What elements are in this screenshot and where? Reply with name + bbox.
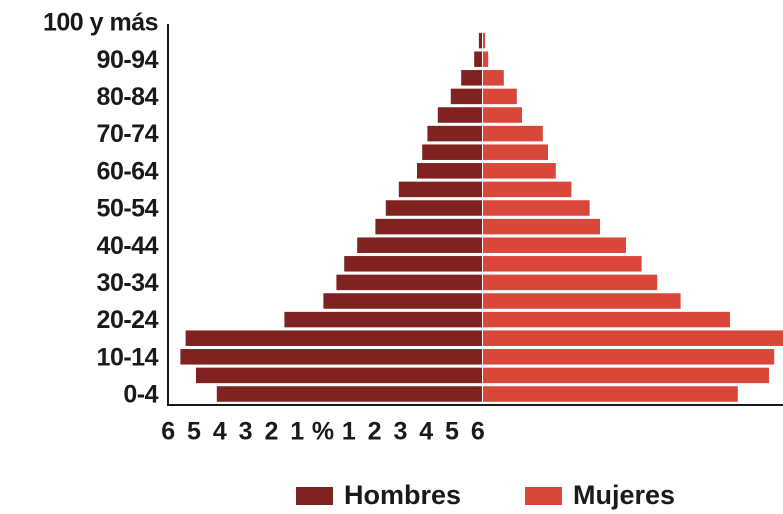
bar [483,311,730,328]
x-tick-label: 1 [342,418,356,446]
y-tick-label: 0-4 [123,381,158,409]
bar [216,386,483,402]
bar [461,70,482,86]
bar [437,107,482,123]
bar [385,200,482,216]
legend-swatch [296,487,333,505]
bar [483,163,556,179]
y-tick-label: 80-84 [97,83,159,111]
bar [450,88,482,105]
bar [483,274,658,291]
x-tick-label: 5 [187,418,201,446]
legend-label: Mujeres [573,480,675,510]
bar [323,293,482,309]
bar [417,163,482,179]
x-tick-label: % [312,418,334,446]
y-tick-label: 20-24 [97,306,159,334]
y-tick-label: 50-54 [97,195,159,223]
bar [483,218,600,235]
y-tick-label: 70-74 [97,120,159,148]
x-tick-label: 4 [419,418,433,446]
bar [180,349,482,365]
x-tick-label: 6 [161,418,175,446]
bar [483,70,504,86]
bar [284,311,482,328]
bar [478,32,482,49]
bar [185,330,482,346]
x-tick-label: 5 [445,418,459,446]
bar [344,256,482,272]
bar [375,218,482,235]
bar [357,237,482,253]
x-tick-label: 4 [213,418,227,446]
x-tick-label: 3 [393,418,407,446]
y-tick-label: 30-34 [97,269,159,297]
bar [483,125,543,142]
bar [398,181,482,198]
bar [483,32,486,49]
bar [196,367,482,384]
bar [483,256,642,272]
bar [422,144,482,160]
legend-swatch [525,487,562,505]
bar [427,125,482,142]
x-tick-label: 3 [239,418,253,446]
legend-label: Hombres [344,480,461,510]
x-tick-label: 2 [368,418,382,446]
x-tick-label: 2 [264,418,278,446]
bar [483,293,681,309]
bar [483,386,738,402]
y-tick-label: 10-14 [97,343,159,371]
bar [483,88,517,105]
bar [483,181,572,198]
bar [474,51,482,67]
bar [483,144,548,160]
bar [483,200,590,216]
bar [483,237,626,253]
bar [483,51,489,67]
x-tick-label: 1 [290,418,304,446]
bar [483,107,522,123]
bar [483,330,783,346]
y-tick-label: 40-44 [97,232,159,260]
y-tick-label: 90-94 [97,46,159,74]
bar [483,367,769,384]
y-tick-label: 100 y más [43,9,158,37]
x-tick-label: 6 [471,418,485,446]
bar [483,349,775,365]
bar [336,274,482,291]
y-tick-label: 60-64 [97,157,159,185]
